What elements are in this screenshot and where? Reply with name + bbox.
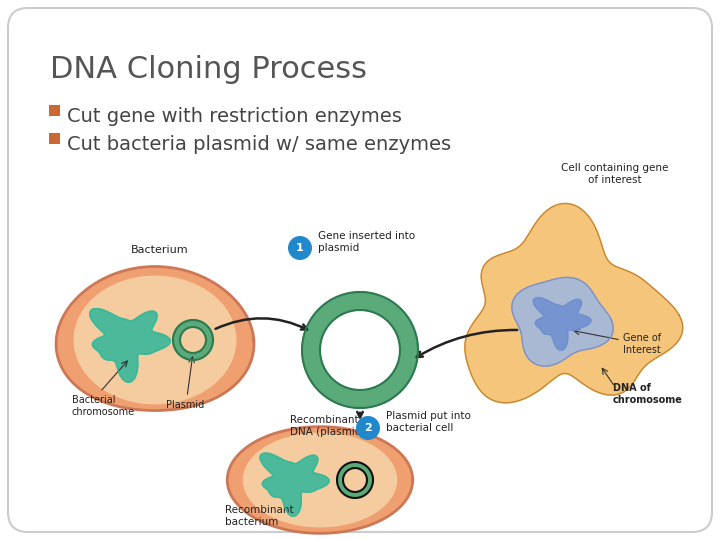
- Text: Cell containing gene
of interest: Cell containing gene of interest: [562, 164, 669, 185]
- Polygon shape: [74, 276, 235, 404]
- FancyBboxPatch shape: [49, 133, 60, 144]
- Circle shape: [356, 416, 380, 440]
- Polygon shape: [512, 278, 613, 366]
- Polygon shape: [534, 298, 591, 350]
- Text: DNA of
chromosome: DNA of chromosome: [613, 383, 683, 404]
- Polygon shape: [302, 292, 418, 408]
- Text: Bacterial
chromosome: Bacterial chromosome: [72, 395, 135, 416]
- Text: Gene of
Interest: Gene of Interest: [623, 333, 661, 355]
- Circle shape: [288, 236, 312, 260]
- FancyBboxPatch shape: [49, 105, 60, 116]
- Text: 2: 2: [364, 423, 372, 433]
- Polygon shape: [260, 453, 329, 516]
- Polygon shape: [337, 462, 373, 498]
- Text: Bacterium: Bacterium: [131, 245, 189, 255]
- Text: Cut gene with restriction enzymes: Cut gene with restriction enzymes: [67, 107, 402, 126]
- Polygon shape: [228, 427, 413, 534]
- Polygon shape: [173, 320, 213, 360]
- Text: Gene inserted into
plasmid: Gene inserted into plasmid: [318, 231, 415, 253]
- Text: Cut bacteria plasmid w/ same enzymes: Cut bacteria plasmid w/ same enzymes: [67, 135, 451, 154]
- Text: Recombinant
DNA (plasmid): Recombinant DNA (plasmid): [290, 415, 365, 437]
- Polygon shape: [56, 267, 254, 410]
- Polygon shape: [465, 204, 683, 403]
- FancyBboxPatch shape: [8, 8, 712, 532]
- Text: Plasmid put into
bacterial cell: Plasmid put into bacterial cell: [386, 411, 471, 433]
- Text: Plasmid: Plasmid: [166, 400, 204, 410]
- Polygon shape: [243, 433, 397, 526]
- Text: Recombinant
bacterium: Recombinant bacterium: [225, 505, 294, 526]
- Text: DNA Cloning Process: DNA Cloning Process: [50, 55, 367, 84]
- Polygon shape: [90, 309, 170, 382]
- Text: 1: 1: [296, 243, 304, 253]
